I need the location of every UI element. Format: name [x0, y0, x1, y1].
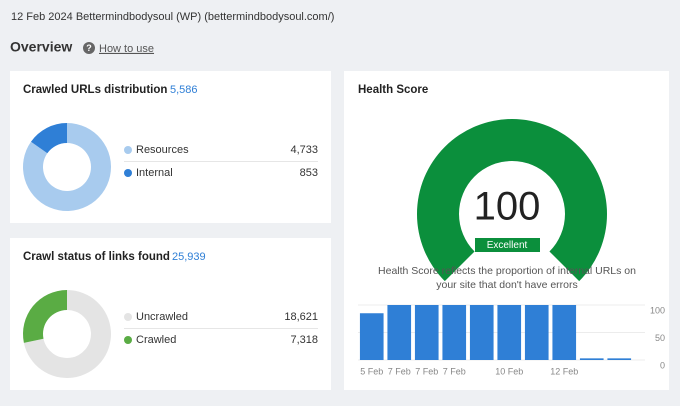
legend-label: Internal: [136, 167, 173, 179]
rating-badge: [475, 238, 540, 252]
card-title: Crawl status of links found: [23, 251, 170, 263]
page-title: 12 Feb 2024 Bettermindbodysoul (WP) (bet…: [11, 11, 334, 23]
donut-slice: [23, 123, 112, 211]
x-tick-label: 12 Feb: [550, 366, 578, 376]
legend-dot: [124, 336, 132, 344]
x-tick-label: 7 Feb: [443, 366, 466, 376]
legend-dot: [124, 313, 132, 321]
card-total: 25,939: [172, 251, 206, 263]
x-tick-label: 5 Feb: [360, 366, 383, 376]
legend-label: Uncrawled: [136, 311, 188, 323]
card-title: Health Score: [358, 84, 428, 96]
x-tick-label: 7 Feb: [388, 366, 411, 376]
card-title: Crawled URLs distribution: [23, 84, 167, 96]
legend-value: 4,733: [290, 144, 318, 156]
gauge-arc: [417, 119, 607, 282]
bar: [387, 305, 412, 360]
legend-value: 7,318: [290, 334, 318, 346]
legend-dot: [124, 169, 132, 177]
legend-label: Resources: [136, 144, 189, 156]
help-icon-glyph: ?: [86, 43, 92, 53]
bar: [469, 305, 494, 360]
score: 100: [474, 185, 541, 229]
rating: Excellent: [487, 240, 528, 251]
overview-title: Overview: [10, 39, 72, 55]
donut-slice: [23, 290, 67, 343]
legend-label: Crawled: [136, 334, 176, 346]
x-tick-label: 7 Feb: [415, 366, 438, 376]
donut-slice: [23, 290, 111, 379]
card-total: 5,586: [170, 84, 198, 96]
bar: [414, 305, 439, 360]
bar: [442, 305, 467, 360]
bar: [607, 358, 632, 360]
legend-value: 853: [300, 167, 318, 179]
bar: [579, 358, 604, 360]
legend-value: 18,621: [284, 311, 318, 323]
description: Health Score reflects the proportion of …: [378, 265, 636, 291]
x-tick-label: 10 Feb: [495, 366, 523, 376]
bar: [552, 305, 577, 360]
bar: [497, 305, 522, 360]
donut-slice: [30, 123, 67, 154]
y-tick-label: 0: [660, 360, 665, 370]
bar: [524, 305, 549, 360]
help-icon: [83, 42, 95, 54]
legend-dot: [124, 146, 132, 154]
help-link[interactable]: How to use: [99, 43, 154, 55]
y-tick-label: 100: [650, 305, 665, 315]
y-tick-label: 50: [655, 333, 665, 343]
bar: [359, 313, 384, 360]
